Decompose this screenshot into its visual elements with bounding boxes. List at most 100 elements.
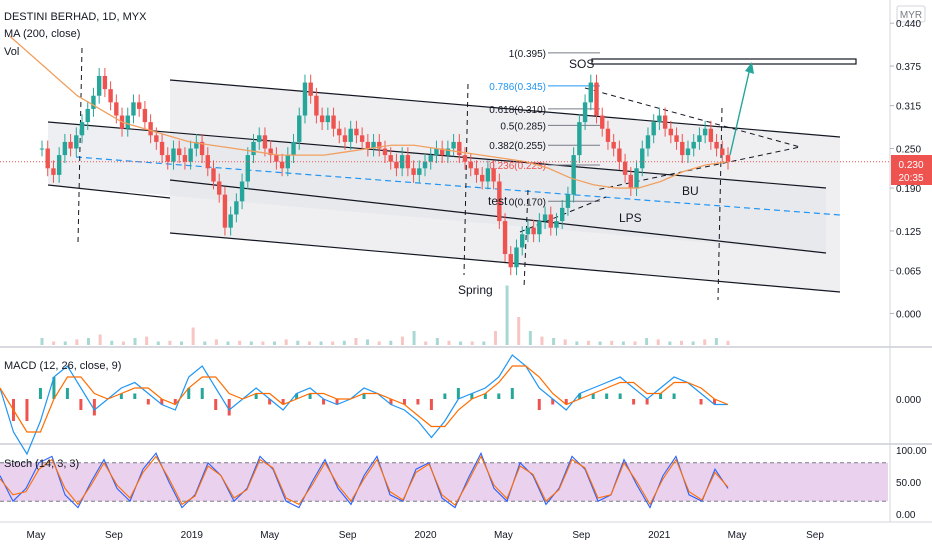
time-axis[interactable]: May Sep 2019 May Sep 2020 May Sep 2021 May Sep bbox=[27, 530, 825, 541]
candle-body bbox=[554, 221, 559, 228]
candle-body bbox=[239, 181, 245, 202]
volume-bar bbox=[261, 341, 265, 345]
fib-level-label: 0.786(0.345) bbox=[489, 82, 546, 93]
candle-body bbox=[85, 108, 90, 123]
candle-body bbox=[337, 128, 342, 136]
macd-histogram-bar bbox=[402, 399, 406, 405]
stoch-d-line bbox=[0, 455, 729, 506]
candle-body bbox=[194, 141, 199, 149]
volume-bar bbox=[180, 341, 184, 345]
signal-line bbox=[0, 365, 729, 433]
candle-body bbox=[62, 141, 68, 156]
volume-bar bbox=[214, 339, 218, 345]
volume-bar bbox=[714, 338, 718, 345]
stoch-axis[interactable]: 100.00 50.00 0.00 bbox=[896, 446, 927, 521]
candle-body bbox=[474, 168, 479, 175]
volume-bar bbox=[424, 341, 428, 345]
candle-body bbox=[634, 168, 639, 189]
macd-histogram-bar bbox=[25, 399, 29, 421]
macd-histogram-bar bbox=[456, 388, 460, 399]
macd-histogram-bar bbox=[591, 393, 595, 399]
volume-bar bbox=[296, 340, 300, 345]
candle-body bbox=[548, 214, 553, 228]
macd-histogram-bar bbox=[79, 399, 83, 410]
candle-body bbox=[45, 148, 50, 169]
volume-bar bbox=[203, 341, 207, 345]
stoch-pane[interactable] bbox=[0, 451, 888, 509]
candle-body bbox=[222, 194, 228, 228]
annotation-test: test bbox=[488, 194, 508, 208]
volume-bar bbox=[331, 341, 335, 345]
stoch-k-line bbox=[0, 451, 729, 509]
volume-bar bbox=[668, 341, 672, 345]
macd-histogram-bar bbox=[38, 388, 42, 399]
volume-bar bbox=[366, 339, 370, 345]
annotation-sos: SOS bbox=[569, 57, 594, 71]
candle-body bbox=[668, 128, 674, 136]
candle-body bbox=[560, 207, 565, 222]
candle-body bbox=[611, 141, 616, 149]
time-tick-label: Sep bbox=[339, 530, 357, 541]
candle-body bbox=[434, 148, 439, 156]
fib-level-label: 0.382(0.255) bbox=[489, 141, 546, 152]
macd-histogram-bar bbox=[335, 399, 339, 405]
candle-body bbox=[485, 168, 491, 182]
price-pane[interactable]: 1(0.395) 0.786(0.345) 0.618(0.310) 0.5(0.28… bbox=[0, 35, 890, 345]
volume-bar bbox=[121, 341, 125, 345]
volume-bar bbox=[470, 341, 474, 345]
candle-body bbox=[622, 161, 628, 175]
volume-bar bbox=[575, 341, 579, 345]
candle-body bbox=[171, 148, 176, 162]
currency-label: MYR bbox=[900, 10, 922, 21]
candle-body bbox=[199, 141, 205, 156]
volume-bar bbox=[459, 341, 463, 345]
candle-body bbox=[79, 122, 85, 136]
candle-body bbox=[725, 155, 731, 162]
volume-bar bbox=[319, 341, 323, 345]
candle-body bbox=[674, 135, 679, 142]
volume-bar bbox=[645, 338, 649, 345]
candle-body bbox=[285, 155, 291, 169]
macd-histogram-bar bbox=[470, 393, 474, 399]
candle-body bbox=[594, 82, 599, 116]
volume-bar bbox=[691, 341, 695, 345]
volume-bar bbox=[540, 336, 544, 345]
candle-body bbox=[514, 247, 519, 268]
volume-bar bbox=[52, 341, 56, 345]
candle-body bbox=[462, 155, 468, 162]
price-tick-label: 0.375 bbox=[896, 62, 921, 73]
volume-bar bbox=[284, 339, 288, 345]
volume-bar bbox=[63, 341, 67, 345]
candle-body bbox=[228, 214, 233, 228]
macd-histogram-bar bbox=[119, 393, 123, 399]
time-tick-label: Sep bbox=[572, 530, 590, 541]
macd-pane[interactable] bbox=[0, 354, 729, 456]
volume-bar bbox=[505, 285, 509, 345]
macd-axis[interactable]: 0.000 bbox=[896, 395, 921, 406]
macd-histogram-bar bbox=[52, 377, 56, 399]
candle-body bbox=[211, 168, 216, 182]
candle-body bbox=[245, 155, 250, 182]
candle-body bbox=[497, 181, 502, 222]
volume-bar bbox=[133, 338, 137, 345]
candle-body bbox=[479, 174, 485, 182]
candle-body bbox=[691, 141, 696, 149]
candle-body bbox=[257, 135, 262, 142]
candle-body bbox=[577, 122, 582, 156]
volume-bar bbox=[238, 340, 242, 345]
price-axis[interactable]: 0.440 0.375 0.315 0.250 0.190 0.125 0.065 0.000 bbox=[890, 19, 921, 320]
stoch-tick-label: 100.00 bbox=[896, 446, 927, 457]
currency-badge[interactable] bbox=[896, 5, 926, 23]
macd-histogram-bar bbox=[65, 388, 69, 399]
macd-histogram-bar bbox=[295, 393, 299, 399]
candle-body bbox=[702, 128, 708, 136]
time-tick-label: Sep bbox=[806, 530, 824, 541]
volume-bar bbox=[307, 341, 311, 345]
volume-bar bbox=[98, 334, 102, 345]
fib-level-label: 0.236(0.225) bbox=[489, 161, 546, 172]
time-tick-label: May bbox=[260, 530, 279, 541]
fib-level-label: 0(0.170) bbox=[509, 197, 546, 208]
macd-histogram-bar bbox=[416, 399, 420, 405]
volume-bar bbox=[389, 340, 393, 345]
volume-bar bbox=[517, 317, 521, 345]
